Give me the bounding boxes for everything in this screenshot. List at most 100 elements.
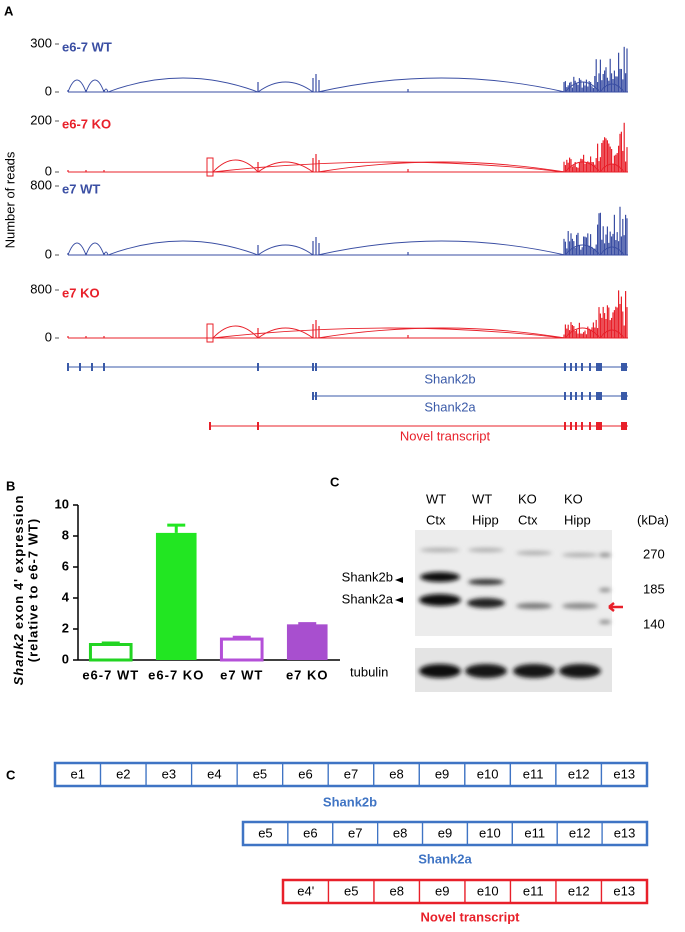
marker-label: 270 xyxy=(643,546,665,561)
junction-arc xyxy=(212,325,259,339)
track-label: e7 WT xyxy=(62,181,100,196)
exon xyxy=(312,392,314,400)
exon xyxy=(575,363,577,371)
band xyxy=(419,594,461,606)
exon xyxy=(570,392,572,400)
band xyxy=(559,664,601,678)
y-tick-label: 6 xyxy=(62,558,69,573)
exon xyxy=(257,422,259,430)
exon-label: e13 xyxy=(613,766,635,781)
transcript-label: Novel transcript xyxy=(400,428,491,443)
exon xyxy=(103,363,105,371)
junction-arc xyxy=(317,77,566,93)
junction-arc xyxy=(317,327,566,339)
loading-label: tubulin xyxy=(350,664,388,679)
junction-arc xyxy=(107,77,259,93)
y-tick-label: 0 xyxy=(45,246,52,261)
exon-label: e9 xyxy=(438,825,452,840)
exon xyxy=(257,363,259,371)
exon-label: e12 xyxy=(568,766,590,781)
exon-label: e4' xyxy=(297,883,314,898)
red-arrow xyxy=(608,602,623,612)
exon xyxy=(564,392,566,400)
transcript-name: Novel transcript xyxy=(421,909,521,924)
band xyxy=(599,620,611,624)
highlight-box xyxy=(206,157,214,177)
exon xyxy=(581,392,583,400)
y-tick-label: 0 xyxy=(45,163,52,178)
y-label-gene: Shank2 xyxy=(11,633,26,685)
junction-arc xyxy=(85,242,105,256)
exon xyxy=(596,422,602,430)
error-bar xyxy=(232,635,251,640)
junction-arc xyxy=(257,81,314,93)
exon xyxy=(570,363,572,371)
exon xyxy=(312,363,314,371)
junction-arc xyxy=(67,242,87,256)
blot-membrane xyxy=(415,530,612,636)
track-label: e6-7 WT xyxy=(62,39,112,54)
x-tick-label: e7 WT xyxy=(220,667,263,682)
junction-arc xyxy=(67,79,87,93)
exon-label: e5 xyxy=(344,883,358,898)
bar xyxy=(219,637,264,662)
y-tick-label: 800 xyxy=(30,281,52,296)
exon-label: e11 xyxy=(523,883,544,898)
junction-arc xyxy=(257,327,314,339)
exon-label: e6 xyxy=(298,766,312,781)
exon-label: e12 xyxy=(569,825,591,840)
exon-label: e2 xyxy=(116,766,130,781)
marker-label: 185 xyxy=(643,581,665,596)
band-label: Shank2b xyxy=(342,569,393,584)
exon-label: e13 xyxy=(613,883,635,898)
bar xyxy=(286,624,328,660)
junction-arc xyxy=(212,159,259,173)
exon-label: e9 xyxy=(435,766,449,781)
junction-arc xyxy=(257,244,314,256)
highlight-box xyxy=(206,323,214,343)
band xyxy=(419,664,461,678)
lane-label: KO xyxy=(518,491,537,506)
exon xyxy=(581,363,583,371)
y-tick-label: 8 xyxy=(62,527,69,542)
band xyxy=(420,548,460,552)
junction-arc xyxy=(85,79,105,93)
exon-label: e8 xyxy=(393,825,407,840)
exon xyxy=(581,422,583,430)
exon xyxy=(589,392,591,400)
lane-label: Hipp xyxy=(472,512,499,527)
band xyxy=(516,551,552,555)
band xyxy=(562,553,598,557)
band xyxy=(468,579,504,585)
exon-label: e9 xyxy=(435,883,449,898)
blot-bands xyxy=(419,548,611,678)
junction-arc xyxy=(212,161,566,173)
band-label: Shank2a xyxy=(342,591,394,606)
panel-label: C xyxy=(6,767,16,782)
track-label: e6-7 KO xyxy=(62,116,111,131)
exon xyxy=(564,422,566,430)
track-label: e7 KO xyxy=(62,285,100,300)
row-outline xyxy=(53,761,649,788)
exon-label: e13 xyxy=(614,825,636,840)
exon-label: e11 xyxy=(523,766,544,781)
y-tick-label: 200 xyxy=(30,112,52,127)
x-tick-label: e7 KO xyxy=(286,667,329,682)
y-axis-label: Shank2 exon 4' expression xyxy=(11,495,26,686)
error-bar xyxy=(167,523,186,533)
panel-label: B xyxy=(6,478,15,493)
x-tick-label: e6-7 KO xyxy=(148,667,204,682)
exon-label: e11 xyxy=(524,825,545,840)
y-tick-label: 0 xyxy=(45,329,52,344)
band xyxy=(562,603,598,609)
y-tick-label: 300 xyxy=(30,35,52,50)
y-tick-label: 0 xyxy=(62,651,69,666)
lane-label: Ctx xyxy=(518,512,538,527)
exon-label: e3 xyxy=(162,766,176,781)
band xyxy=(599,588,611,592)
exon xyxy=(596,363,602,371)
lane-label: Ctx xyxy=(426,512,446,527)
exon xyxy=(621,392,627,400)
exon xyxy=(209,422,211,430)
exon xyxy=(589,363,591,371)
